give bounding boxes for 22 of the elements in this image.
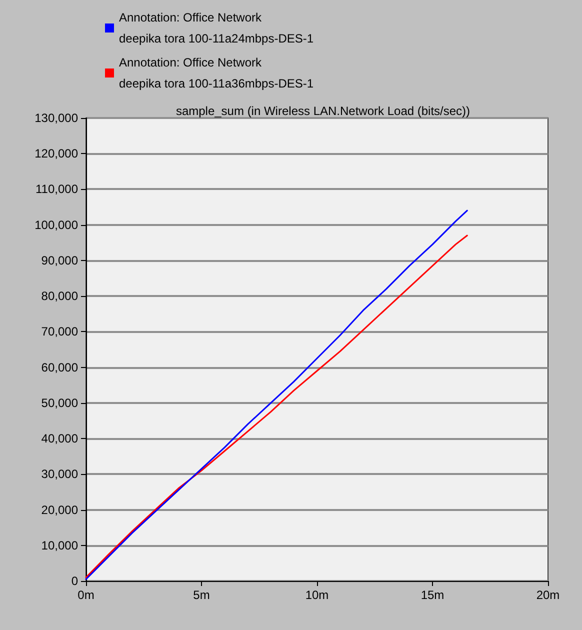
y-tick-label: 80,000	[41, 289, 78, 304]
y-tick-label: 130,000	[34, 111, 78, 125]
legend-label: Annotation: Office Network deepika tora 100-11a24mbps-DES-1	[119, 10, 314, 46]
y-tick-label: 50,000	[41, 396, 78, 410]
chart-title: sample_sum (in Wireless LAN.Network Load (bits/sec))	[176, 104, 470, 118]
legend-label: Annotation: Office Network deepika tora 100-11a36mbps-DES-1	[119, 56, 314, 90]
x-tick-label: 20m	[536, 588, 560, 602]
x-tick-label: 10m	[305, 588, 329, 602]
y-tick-label: 120,000	[34, 146, 78, 161]
y-tick-label: 110,000	[36, 182, 78, 196]
y-tick-label: 60,000	[41, 360, 78, 374]
y-tick-label: 90,000	[41, 253, 78, 268]
y-tick-label: 40,000	[41, 432, 78, 446]
y-tick-label: 30,000	[41, 467, 78, 482]
y-tick-label: 10,000	[41, 538, 78, 552]
y-tick-label: 70,000	[41, 324, 78, 339]
x-tick-label: 0m	[78, 588, 94, 602]
y-tick-label: 20,000	[41, 502, 78, 517]
y-tick-label: 0	[71, 574, 78, 588]
x-tick-label: 5m	[193, 588, 210, 602]
y-tick-label: 100,000	[34, 218, 78, 232]
x-tick-label: 15m	[420, 588, 444, 602]
